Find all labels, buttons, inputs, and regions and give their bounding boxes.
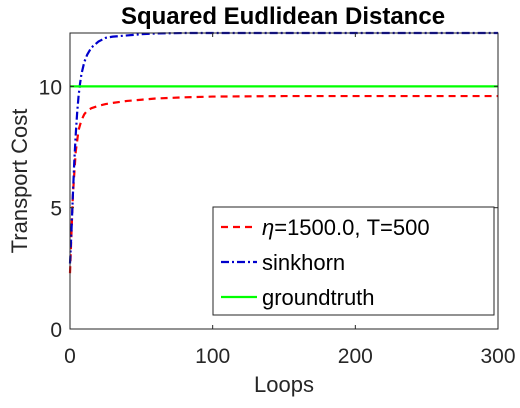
legend-box — [212, 206, 495, 316]
y-axis-ticks: 0 5 10 — [39, 76, 498, 342]
series-line-0 — [68, 94, 498, 274]
legend-label-eta-symbol: η — [262, 215, 274, 240]
x-axis-ticks: 0 100 200 300 — [64, 33, 516, 368]
legend-label-eta: η=1500.0, T=500 — [262, 215, 430, 240]
x-tick-label: 300 — [480, 345, 515, 368]
y-axis-label: Transport Cost — [7, 109, 32, 254]
y-tick-label: 0 — [50, 319, 62, 342]
y-tick-label: 10 — [39, 76, 62, 99]
x-tick-label: 100 — [195, 345, 230, 368]
legend-label-sinkhorn: sinkhorn — [262, 250, 345, 275]
x-tick-label: 0 — [64, 345, 76, 368]
x-tick-label: 200 — [338, 345, 373, 368]
legend-label-groundtruth: groundtruth — [262, 285, 375, 310]
y-tick-label: 5 — [50, 198, 62, 221]
chart-title: Squared Eudlidean Distance — [121, 3, 445, 30]
legend: η=1500.0, T=500 sinkhorn groundtruth — [212, 206, 495, 316]
axes-frame — [69, 32, 499, 330]
legend-label-eta-rest: =1500.0, T=500 — [274, 215, 429, 240]
x-axis-label: Loops — [254, 372, 314, 397]
